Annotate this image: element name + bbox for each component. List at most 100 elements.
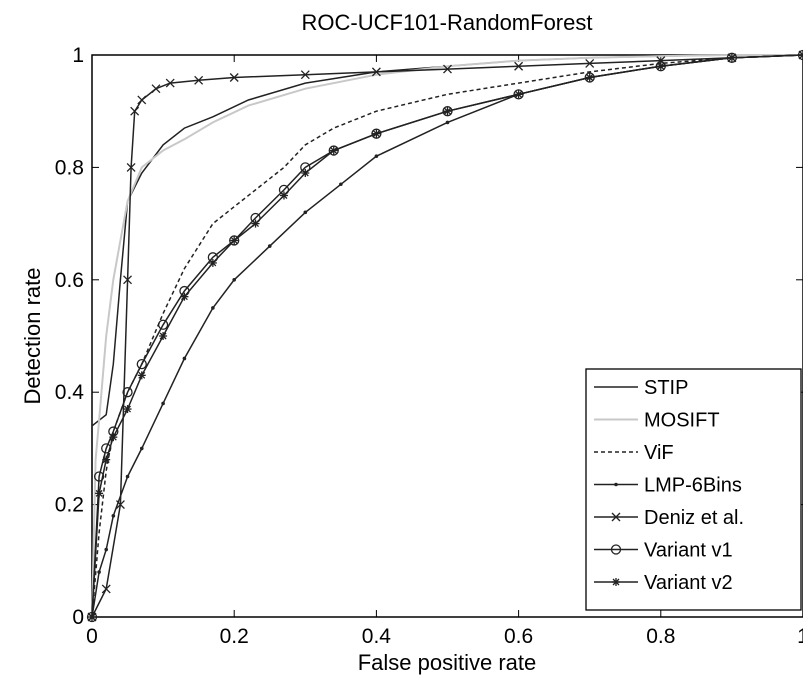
marker-stroke: [123, 275, 133, 285]
x-axis-label: False positive rate: [358, 650, 537, 675]
marker-stroke: [252, 220, 259, 228]
series-line-vif: [91, 54, 803, 618]
marker-stroke: [728, 54, 736, 62]
data-point-lmp-6bins: [139, 446, 144, 451]
marker-stroke: [137, 95, 147, 105]
data-point-variant-v1: [513, 89, 524, 100]
marker-stroke: [301, 169, 309, 177]
data-point-lmp-6bins: [232, 278, 236, 282]
data-point-variant-v1: [442, 106, 453, 117]
data-point-deniz-et-al: [101, 584, 111, 594]
data-point-variant-v1: [328, 145, 339, 156]
data-point-variant-v2: [301, 169, 310, 178]
data-point-variant-v2: [109, 433, 118, 442]
data-point-variant-v2: [230, 236, 239, 245]
data-point-variant-v2: [137, 371, 146, 380]
data-point-deniz-et-al: [229, 73, 239, 82]
y-tick-label: 0.4: [55, 381, 85, 404]
data-point-lmp-6bins: [104, 547, 109, 552]
legend-marker: [614, 482, 618, 487]
marker-stroke: [209, 259, 217, 267]
data-point-variant-v2: [123, 405, 132, 414]
data-point-variant-v1: [136, 358, 147, 370]
marker-stroke: [95, 489, 103, 497]
data-point-variant-v2: [95, 489, 104, 498]
data-point-lmp-6bins: [211, 306, 215, 310]
legend-item-deniz-et-al: Deniz et al.: [594, 507, 744, 529]
marker-stroke: [159, 332, 167, 340]
marker-stroke: [109, 433, 117, 441]
data-point-deniz-et-al: [130, 106, 140, 116]
data-point-variant-v2: [102, 455, 111, 464]
data-point-variant-v2: [88, 613, 96, 621]
marker-stroke: [515, 90, 523, 98]
data-point-lmp-6bins: [125, 474, 130, 479]
series-vif: [91, 54, 803, 618]
legend-item-vif: ViF: [594, 442, 674, 464]
marker-stroke: [88, 613, 96, 621]
legend-item-stip: STIP: [594, 377, 688, 399]
data-point-deniz-et-al: [165, 78, 175, 88]
legend-label: Variant v1: [644, 540, 733, 562]
y-tick-label: 0.6: [55, 269, 84, 292]
marker-stroke: [124, 405, 132, 413]
data-point-variant-v1: [157, 319, 169, 330]
x-tick-label: 0.6: [504, 625, 533, 648]
legend-label: Variant v2: [644, 572, 733, 594]
legend-label: Deniz et al.: [644, 507, 744, 529]
x-tick-label: 0.2: [220, 625, 249, 648]
data-point-deniz-et-al: [137, 95, 147, 105]
data-point-variant-v1: [229, 235, 240, 246]
y-tick-label: 0.8: [55, 156, 84, 179]
x-tick-label: 0.8: [646, 625, 675, 648]
marker-stroke: [229, 73, 239, 82]
data-point-variant-v2: [372, 129, 381, 138]
data-point-variant-v2: [514, 90, 523, 99]
data-point-variant-v1: [93, 471, 105, 482]
y-tick-label: 0: [72, 606, 84, 629]
data-point-variant-v2: [251, 219, 260, 228]
legend-label: LMP-6Bins: [644, 475, 742, 497]
data-point-variant-v2: [208, 258, 217, 267]
data-point-variant-v2: [585, 73, 594, 82]
data-point-deniz-et-al: [123, 275, 133, 285]
data-point-deniz-et-al: [371, 67, 381, 77]
legend-label: ViF: [644, 442, 674, 464]
data-point-variant-v2: [727, 53, 736, 62]
data-point-variant-v1: [122, 387, 133, 398]
data-point-variant-v1: [101, 443, 112, 454]
data-point-lmp-6bins: [111, 514, 116, 518]
data-point-variant-v2: [279, 191, 288, 200]
data-point-lmp-6bins: [97, 570, 101, 574]
marker-stroke: [330, 147, 338, 154]
marker-stroke: [612, 578, 620, 586]
legend-marker: [611, 512, 621, 522]
data-point-variant-v2: [656, 62, 665, 71]
legend-marker: [610, 544, 622, 555]
marker-stroke: [126, 162, 136, 172]
series-deniz-et-al: [87, 50, 803, 622]
marker-stroke: [799, 54, 803, 59]
data-point-deniz-et-al: [115, 500, 125, 510]
data-point-lmp-6bins: [445, 120, 450, 125]
legend-item-lmp-6bins: LMP-6Bins: [594, 475, 742, 497]
data-point-deniz-et-al: [151, 84, 161, 94]
data-point-variant-v2: [180, 292, 189, 301]
marker-stroke: [585, 58, 595, 68]
series-line-mosift: [91, 54, 803, 618]
y-tick-label: 0.2: [55, 494, 84, 517]
marker-stroke: [443, 64, 452, 74]
data-point-deniz-et-al: [443, 64, 452, 74]
marker-stroke: [194, 75, 204, 85]
data-point-variant-v2: [329, 146, 338, 155]
legend-label: STIP: [644, 377, 688, 399]
data-point-lmp-6bins: [374, 154, 379, 158]
series-mosift: [91, 54, 803, 618]
data-point-deniz-et-al: [194, 75, 204, 85]
data-point-lmp-6bins: [267, 244, 272, 248]
marker-stroke: [101, 584, 111, 594]
marker-stroke: [115, 500, 125, 510]
axis-ticks: 0 0.2 0.4 0.6 0.8 1 0 0.2 0.4 0.6 0.8 1: [55, 44, 803, 648]
x-tick-label: 1: [797, 625, 803, 648]
